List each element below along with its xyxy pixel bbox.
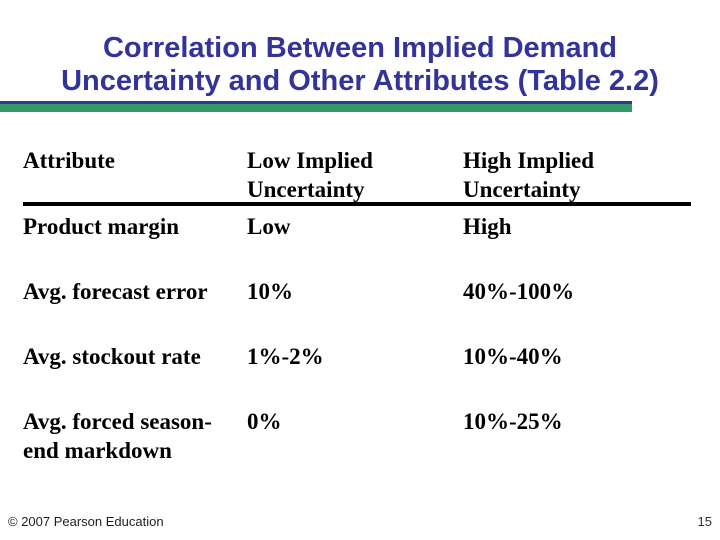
slide-title-line-1: Correlation Between Implied Demand (102, 32, 618, 64)
table-header-low-implied-uncertainty: Low Implied Uncertainty (247, 148, 373, 202)
table-cell-high-value: 40%-100% (463, 279, 575, 304)
copyright-notice: © 2007 Pearson Education (8, 514, 164, 529)
table-cell-low-value: Low (247, 214, 291, 239)
table-cell-low-value: 0% (247, 409, 282, 434)
table-cell-attribute: Avg. forecast error (23, 279, 208, 304)
table-header-row: Attribute Low Implied Uncertainty High I… (23, 140, 691, 202)
table-header-rule (23, 202, 691, 206)
table-cell-high-value: High (463, 214, 512, 239)
table-cell-attribute: Avg. forced season-end markdown (23, 409, 212, 463)
table-row: Avg. stockout rate 1%-2% 10%-40% (23, 336, 691, 400)
table-cell-attribute: Avg. stockout rate (23, 344, 201, 369)
table-cell-low-value: 10% (247, 279, 293, 304)
table-cell-high-value: 10%-25% (463, 409, 563, 434)
table-cell-low-value: 1%-2% (247, 344, 324, 369)
accent-bar-navy-line (0, 101, 632, 104)
table-header-attribute: Attribute (23, 148, 115, 173)
table-cell-high-value: 10%-40% (463, 344, 563, 369)
table-row: Product margin Low High (23, 206, 691, 271)
slide-title: Correlation Between Implied Demand Uncer… (0, 32, 720, 98)
table-header-high-implied-uncertainty: High Implied Uncertainty (463, 148, 595, 202)
table-row: Avg. forced season-end markdown 0% 10%-2… (23, 400, 691, 465)
page-number: 15 (697, 514, 712, 529)
slide-title-line-2: Uncertainty and Other Attributes (Table … (61, 65, 659, 97)
table-cell-attribute: Product margin (23, 214, 180, 239)
table-row: Avg. forecast error 10% 40%-100% (23, 271, 691, 336)
title-accent-bar (0, 101, 632, 112)
accent-bar-green-line (0, 104, 632, 112)
attribute-correlation-table: Attribute Low Implied Uncertainty High I… (23, 140, 691, 465)
